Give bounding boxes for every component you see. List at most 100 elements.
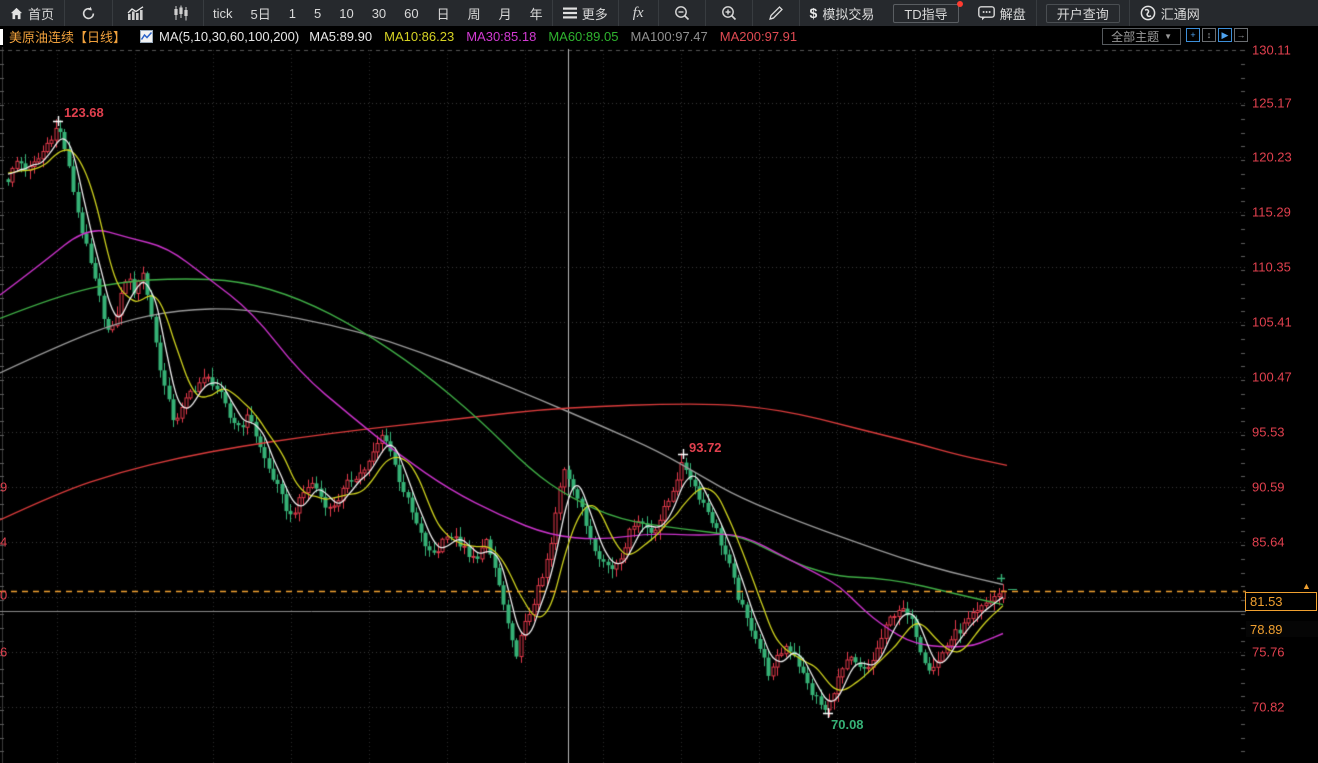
draw-button[interactable] — [753, 0, 799, 26]
fx-indicators-button[interactable]: fx — [619, 0, 658, 26]
price-axis-label: 70.82 — [1252, 699, 1285, 715]
candlestick-icon — [174, 5, 188, 21]
home-label: 首页 — [28, 6, 55, 22]
themes-label: 全部主题 — [1111, 30, 1160, 44]
price-up-arrow-icon: ▲ — [1302, 581, 1311, 591]
symbol-title[interactable]: 美原油连续【日线】 — [9, 30, 127, 45]
price-axis-label: 100.47 — [1252, 369, 1292, 385]
notification-dot — [956, 0, 963, 7]
caret-down-icon: ▼ — [1164, 32, 1172, 41]
current-price-value: 81.53 — [1250, 594, 1283, 609]
zoom-in-icon — [721, 6, 736, 21]
left-axis-partial-label: 4 — [0, 534, 8, 550]
toolbar-separator — [751, 0, 753, 26]
period-button-1[interactable]: 1 — [288, 5, 296, 21]
toolbar-separator — [798, 0, 800, 26]
td-guide-button[interactable]: TD指导 — [893, 0, 963, 23]
home-icon — [10, 7, 23, 19]
chart-area[interactable]: 130.11 125.17 120.23 115.29 110.35 105.41 100.… — [0, 43, 1318, 763]
price-axis-label: 130.11 — [1252, 42, 1291, 58]
pencil-icon — [768, 6, 783, 20]
current-price-box: 81.53 — [1245, 592, 1317, 611]
period-button-月[interactable]: 月 — [498, 6, 512, 22]
price-axis-label: 75.76 — [1252, 644, 1285, 660]
period-button-10[interactable]: 10 — [339, 5, 354, 21]
ma-value-0: MA5:89.90 — [309, 29, 373, 44]
period-button-tick[interactable]: tick — [213, 5, 233, 21]
legend-row: 美原油连续【日线】 MA(5,10,30,60,100,200) MA5:89.… — [0, 26, 1318, 47]
price-axis-label: 110.35 — [1252, 259, 1291, 275]
toolbar-separator — [704, 0, 706, 26]
price-axis-label: 90.59 — [1252, 479, 1285, 495]
auto-scroll-icon[interactable]: ▶ — [1218, 28, 1232, 42]
more-label: 更多 — [581, 6, 608, 22]
period-button-5日[interactable]: 5日 — [250, 6, 271, 22]
ma-value-5: MA200:97.91 — [719, 29, 798, 44]
axis-range-icon[interactable]: ↕ — [1202, 28, 1216, 42]
left-axis-partial-label: 6 — [0, 644, 8, 660]
jump-latest-icon[interactable]: → — [1234, 28, 1248, 42]
pane-layout-icon[interactable]: + — [1186, 28, 1200, 42]
fx-icon: fx — [632, 4, 644, 21]
legend-left-marker — [0, 28, 3, 45]
period-button-周[interactable]: 周 — [467, 6, 481, 22]
price-annotation-70.08: 70.08 — [831, 717, 864, 732]
price-axis-label: 85.64 — [1252, 534, 1285, 550]
price-annotation-123.68: 123.68 — [64, 105, 104, 120]
period-button-60[interactable]: 60 — [404, 5, 419, 21]
timeline-chart-button[interactable] — [113, 0, 159, 26]
zoom-out-button[interactable] — [659, 0, 705, 26]
candlestick-chart-canvas[interactable] — [0, 47, 1246, 763]
price-axis-label: 120.23 — [1252, 149, 1292, 165]
sim-trading-button[interactable]: $ 模拟交易 — [800, 0, 885, 26]
toolbar-separator — [112, 0, 114, 26]
huitong-button[interactable]: 汇通网 — [1130, 0, 1210, 26]
secondary-price-value: 78.89 — [1250, 621, 1283, 637]
zoom-in-button[interactable] — [706, 0, 752, 26]
ma-value-4: MA100:97.47 — [630, 29, 708, 44]
period-button-30[interactable]: 30 — [371, 5, 387, 21]
left-axis-partial-label: 9 — [0, 479, 8, 495]
secondary-price-label: 78.89 — [1246, 621, 1318, 637]
huitong-label: 汇通网 — [1160, 6, 1200, 22]
price-axis-label: 95.53 — [1252, 424, 1285, 440]
themes-dropdown[interactable]: 全部主题 ▼ — [1102, 28, 1181, 45]
huitong-logo-icon — [1140, 5, 1156, 21]
toolbar-separator — [657, 0, 659, 26]
period-button-日[interactable]: 日 — [436, 6, 450, 22]
price-annotation-93.72: 93.72 — [689, 440, 722, 455]
candle-chart-button[interactable] — [159, 0, 203, 26]
price-axis-label: 115.29 — [1252, 204, 1291, 220]
mini-chart-icon — [140, 30, 154, 43]
period-button-5[interactable]: 5 — [313, 5, 322, 21]
ma-value-2: MA30:85.18 — [466, 29, 537, 44]
ma-value-3: MA60:89.05 — [548, 29, 619, 44]
toolbar-separator — [551, 0, 553, 26]
ma-value-1: MA10:86.23 — [384, 29, 455, 44]
account-query-button[interactable]: 开户查询 — [1045, 3, 1120, 23]
line-chart-icon — [127, 5, 144, 20]
toolbar-separator — [1128, 0, 1130, 26]
ma-values: MA5:89.90 MA10:86.23 MA30:85.18 MA60:89.05 M… — [309, 29, 809, 44]
zoom-out-icon — [674, 6, 689, 21]
period-buttons: tick 5日 1 5 10 30 60 日 周 月 年 — [204, 0, 552, 26]
jiepan-button[interactable]: 解盘 — [968, 0, 1036, 26]
left-axis-partial-label: 0 — [0, 587, 8, 603]
layout-icon-group: + ↕ ▶ → — [1186, 28, 1248, 42]
home-button[interactable]: 首页 — [0, 0, 64, 26]
account-query-label: 开户查询 — [1056, 6, 1109, 22]
sim-trading-label: 模拟交易 — [822, 6, 875, 22]
price-axis-label: 125.17 — [1252, 95, 1292, 111]
jiepan-label: 解盘 — [999, 6, 1026, 22]
toolbar-separator — [1035, 0, 1037, 26]
refresh-button[interactable] — [65, 0, 112, 26]
toolbar-separator — [64, 0, 66, 26]
refresh-icon — [82, 6, 95, 19]
hamburger-icon — [562, 7, 577, 19]
period-button-年[interactable]: 年 — [529, 6, 543, 22]
dollar-icon: $ — [809, 5, 818, 21]
toolbar-separator — [617, 0, 619, 26]
toolbar-separator — [203, 0, 205, 26]
more-button[interactable]: 更多 — [553, 0, 618, 26]
